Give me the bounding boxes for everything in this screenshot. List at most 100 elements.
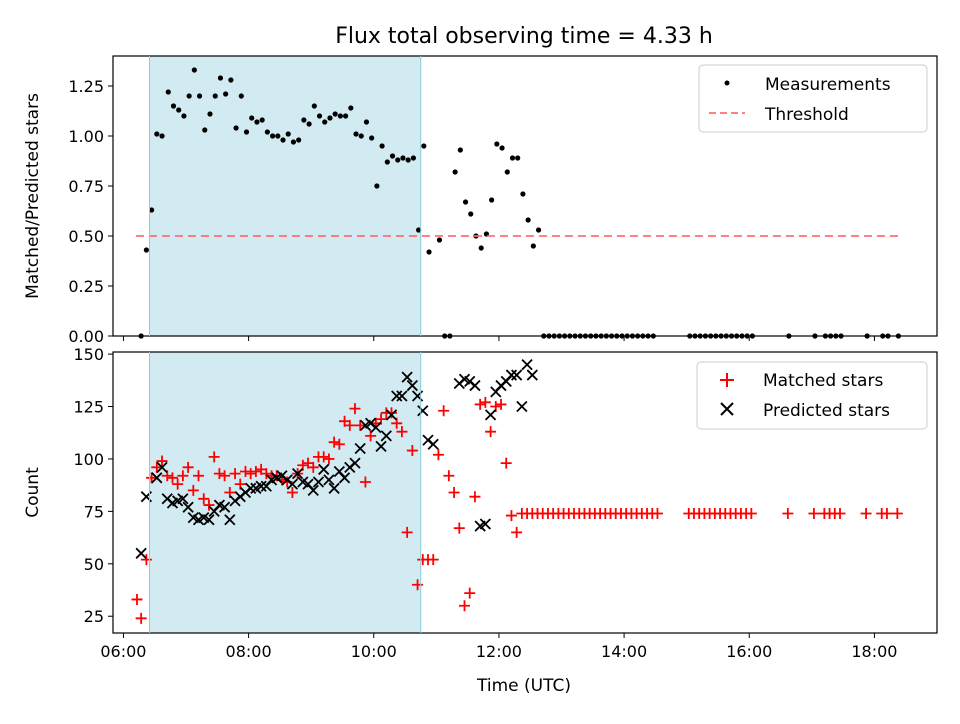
x-tick-label: 08:00	[226, 642, 272, 661]
predicted-star-point	[156, 461, 168, 473]
matched-star-point	[349, 403, 361, 415]
matched-star-point	[219, 470, 231, 482]
predicted-star-point	[391, 390, 403, 402]
measurement-point	[405, 157, 411, 163]
measurement-point	[306, 121, 312, 127]
predicted-star-point	[328, 482, 340, 494]
measurement-point	[478, 245, 484, 251]
ratio-y-tick-label: 0.50	[68, 227, 104, 246]
ratio-y-tick-label: 1.00	[68, 127, 104, 146]
matched-star-point	[860, 507, 872, 519]
matched-star-point	[203, 499, 215, 511]
predicted-star-point	[380, 430, 392, 442]
matched-star-point	[318, 451, 330, 463]
matched-star-point	[891, 507, 903, 519]
matched-star-point	[808, 507, 820, 519]
matched-star-point	[260, 468, 272, 480]
measurement-point	[395, 157, 401, 163]
measurement-point	[468, 211, 474, 217]
measurement-point	[348, 105, 354, 111]
matched-star-point	[464, 587, 476, 599]
measurement-point	[353, 131, 359, 137]
measurement-point	[416, 227, 422, 233]
matched-star-point	[505, 510, 517, 522]
predicted-star-point	[375, 440, 387, 453]
measurement-point	[290, 139, 297, 145]
predicted-star-point	[177, 493, 189, 505]
predicted-star-point	[417, 405, 429, 417]
measurement-point	[280, 137, 286, 143]
measurement-point	[369, 135, 375, 141]
predicted-star-point	[224, 514, 236, 526]
measurement-point	[421, 143, 427, 149]
count-y-tick-label: 150	[73, 345, 104, 364]
predicted-star-point	[526, 369, 538, 381]
matched-star-point	[239, 466, 251, 478]
measurement-point	[389, 153, 396, 159]
measurement-point	[254, 119, 260, 125]
predicted-star-point	[354, 442, 366, 455]
ratio-legend: Measurements Threshold	[698, 64, 928, 133]
measurement-point	[269, 133, 276, 139]
ratio-observing-window	[149, 56, 421, 336]
predicted-star-point	[151, 472, 163, 484]
matched-star-point	[229, 468, 241, 480]
ratio-plot-frame	[112, 55, 938, 337]
measurement-point	[322, 119, 328, 125]
measurement-point	[316, 113, 323, 119]
measurement-point	[228, 77, 234, 83]
matched-star-point	[500, 457, 512, 469]
x-tick-label: 06:00	[100, 642, 146, 661]
measurement-point	[296, 137, 302, 143]
predicted-star-point	[479, 518, 492, 530]
measurement-point	[515, 155, 521, 161]
measurement-point	[452, 169, 458, 175]
measurement-point	[520, 191, 526, 197]
measurement-point	[238, 93, 244, 99]
measurement-point	[374, 183, 380, 189]
count-observing-window	[149, 352, 421, 633]
measurement-point	[311, 103, 317, 109]
count-plot-frame	[112, 351, 938, 634]
matched-star-point	[135, 612, 147, 624]
predicted-star-point	[349, 457, 361, 469]
matched-star-point	[782, 507, 794, 519]
matched-star-point	[432, 449, 444, 461]
measurement-point	[143, 247, 149, 253]
predicted-star-point	[318, 463, 330, 476]
measurement-point	[264, 129, 270, 135]
measurement-point	[462, 199, 469, 205]
matched-star-point	[182, 461, 194, 473]
matched-star-point	[172, 478, 184, 490]
predicted-star-point	[406, 379, 418, 392]
matched-star-point	[495, 398, 507, 410]
matched-star-point	[438, 405, 450, 417]
ratio-panel: 0.00 0.25 0.50 0.75 1.00 1.25 Matched/Predict…	[23, 55, 938, 346]
measurement-point	[212, 93, 218, 99]
matched-star-point	[333, 438, 345, 450]
matched-star-point	[344, 419, 356, 431]
count-panel: 25 50 75 100 125 150 06:00 08:00 10:00 12:00 14:00…	[23, 345, 938, 696]
matched-star-point	[396, 426, 408, 438]
measurement-point	[363, 119, 370, 125]
matched-star-point	[286, 487, 298, 498]
measurement-point	[358, 133, 364, 139]
matched-star-point	[146, 472, 158, 484]
matched-star-point	[511, 526, 523, 538]
legend-threshold-label: Threshold	[764, 105, 849, 125]
measurement-point	[509, 155, 516, 161]
predicted-star-point	[385, 409, 398, 421]
matched-star-point	[474, 398, 486, 410]
measurement-point	[148, 207, 155, 213]
predicted-star-point	[396, 390, 408, 402]
count-y-tick-label: 125	[73, 398, 104, 417]
predicted-star-point	[323, 474, 335, 486]
legend-matched-marker	[720, 373, 734, 387]
matched-star-point	[250, 466, 262, 478]
predicted-star-point	[401, 371, 413, 383]
measurement-point	[207, 111, 213, 117]
measurement-point	[400, 155, 406, 161]
x-tick-label: 14:00	[601, 642, 647, 661]
measurement-point	[379, 143, 385, 149]
